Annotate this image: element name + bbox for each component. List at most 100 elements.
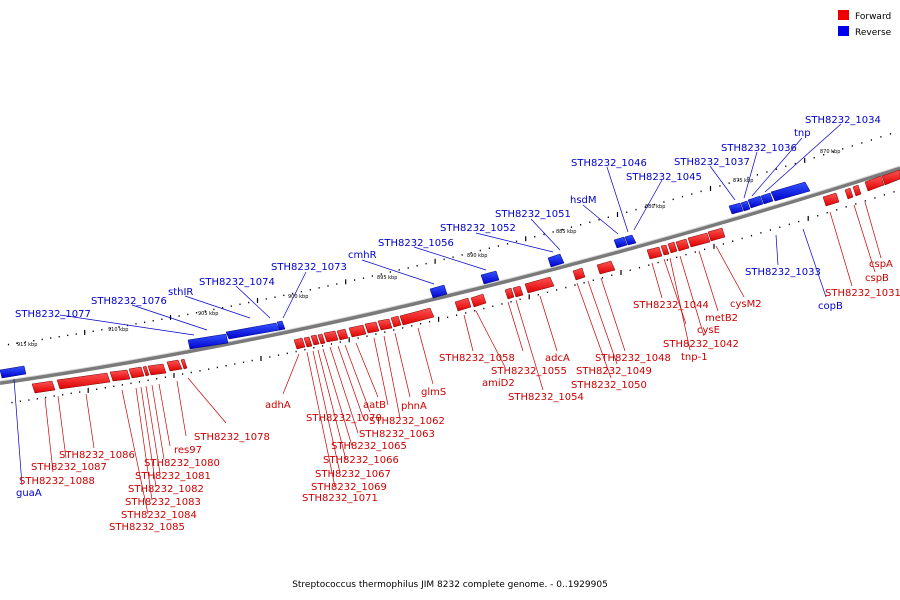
- gene-arrow-forward[interactable]: [377, 318, 393, 331]
- gene-arrow-reverse[interactable]: [187, 333, 229, 350]
- gene-arrow-reverse[interactable]: [740, 200, 751, 212]
- gene-arrow-reverse[interactable]: [429, 284, 448, 299]
- gene-label[interactable]: STH8232_1063: [359, 429, 435, 440]
- gene-label[interactable]: STH8232_1066: [323, 455, 399, 466]
- gene-arrow-reverse[interactable]: [747, 195, 764, 209]
- gene-arrow-forward[interactable]: [399, 307, 435, 326]
- gene-arrow-reverse[interactable]: [613, 236, 628, 249]
- gene-arrow-forward[interactable]: [364, 321, 380, 334]
- gene-label[interactable]: res97: [174, 445, 202, 456]
- gene-label[interactable]: STH8232_1067: [315, 469, 391, 480]
- gene-arrow-forward[interactable]: [687, 232, 711, 248]
- gene-arrow-reverse[interactable]: [276, 320, 286, 331]
- gene-label[interactable]: cysM2: [730, 299, 762, 310]
- gene-label[interactable]: adcA: [545, 353, 570, 364]
- gene-label[interactable]: STH8232_1077: [15, 309, 91, 320]
- gene-label[interactable]: STH8232_1069: [311, 482, 387, 493]
- gene-label[interactable]: phnA: [401, 401, 427, 412]
- gene-label[interactable]: STH8232_1082: [128, 484, 204, 495]
- gene-label[interactable]: glmS: [421, 387, 446, 398]
- gene-label[interactable]: STH8232_1046: [571, 158, 647, 169]
- gene-label[interactable]: aatB: [363, 400, 386, 411]
- gene-arrow-forward[interactable]: [881, 169, 900, 186]
- gene-label[interactable]: tnp-1: [681, 352, 708, 363]
- gene-label[interactable]: STH8232_1076: [91, 296, 167, 307]
- gene-arrow-forward[interactable]: [524, 276, 555, 294]
- gene-label[interactable]: STH8232_1070: [306, 413, 382, 424]
- gene-label[interactable]: STH8232_1078: [194, 432, 270, 443]
- gene-label[interactable]: cspA: [869, 259, 893, 270]
- gene-label[interactable]: STH8232_1074: [199, 277, 275, 288]
- gene-label[interactable]: tnp: [794, 128, 811, 139]
- gene-label[interactable]: cspB: [865, 273, 889, 284]
- gene-label[interactable]: STH8232_1065: [331, 441, 407, 452]
- gene-arrow-forward[interactable]: [470, 293, 487, 308]
- gene-arrow-reverse[interactable]: [624, 234, 637, 246]
- gene-label[interactable]: STH8232_1037: [674, 157, 750, 168]
- gene-label[interactable]: STH8232_1073: [271, 262, 347, 273]
- gene-label[interactable]: STH8232_1087: [31, 462, 107, 473]
- gene-arrow-forward[interactable]: [660, 244, 670, 256]
- gene-label[interactable]: STH8232_1049: [576, 366, 652, 377]
- gene-arrow-forward[interactable]: [310, 334, 320, 346]
- gene-arrow-forward[interactable]: [323, 330, 339, 343]
- gene-arrow-forward[interactable]: [317, 333, 326, 345]
- gene-arrow-forward[interactable]: [128, 366, 145, 379]
- gene-arrow-forward[interactable]: [596, 260, 616, 275]
- gene-label[interactable]: STH8232_1031: [825, 288, 900, 299]
- gene-label[interactable]: STH8232_1054: [508, 392, 584, 403]
- gene-label[interactable]: STH8232_1034: [805, 115, 881, 126]
- gene-label[interactable]: STH8232_1042: [663, 339, 739, 350]
- gene-arrow-forward[interactable]: [864, 175, 885, 192]
- gene-label[interactable]: STH8232_1088: [19, 476, 95, 487]
- gene-label[interactable]: STH8232_1081: [135, 471, 211, 482]
- gene-arrow-forward[interactable]: [336, 328, 349, 341]
- gene-label[interactable]: STH8232_1080: [144, 458, 220, 469]
- gene-arrow-forward[interactable]: [56, 372, 111, 390]
- gene-arrow-forward[interactable]: [109, 369, 131, 382]
- gene-arrow-reverse[interactable]: [760, 192, 774, 205]
- gene-arrow-forward[interactable]: [180, 358, 188, 370]
- gene-arrow-reverse[interactable]: [0, 365, 27, 379]
- gene-label[interactable]: STH8232_1084: [121, 510, 197, 521]
- gene-label[interactable]: amiD2: [482, 378, 515, 389]
- gene-arrow-forward[interactable]: [512, 285, 524, 298]
- gene-arrow-forward[interactable]: [572, 267, 586, 281]
- gene-arrow-forward[interactable]: [707, 227, 726, 242]
- gene-arrow-forward[interactable]: [348, 324, 367, 338]
- gene-label[interactable]: STH8232_1051: [495, 209, 571, 220]
- gene-arrow-reverse[interactable]: [728, 202, 744, 215]
- gene-arrow-forward[interactable]: [454, 297, 472, 312]
- gene-arrow-reverse[interactable]: [547, 253, 565, 268]
- gene-arrow-forward[interactable]: [142, 365, 150, 377]
- gene-label[interactable]: STH8232_1085: [109, 522, 185, 533]
- gene-arrow-forward[interactable]: [293, 337, 306, 350]
- gene-label[interactable]: metB2: [705, 313, 738, 324]
- gene-label[interactable]: STH8232_1056: [378, 238, 454, 249]
- gene-arrow-forward[interactable]: [31, 380, 56, 394]
- gene-arrow-forward[interactable]: [675, 238, 690, 252]
- gene-label[interactable]: copB: [818, 301, 843, 312]
- gene-label[interactable]: STH8232_1033: [745, 267, 821, 278]
- gene-label[interactable]: adhA: [265, 400, 291, 411]
- gene-label[interactable]: guaA: [16, 488, 42, 499]
- gene-label[interactable]: STH8232_1086: [59, 450, 135, 461]
- gene-label[interactable]: STH8232_1045: [626, 172, 702, 183]
- gene-label[interactable]: STH8232_1036: [721, 143, 797, 154]
- gene-label[interactable]: STH8232_1083: [125, 497, 201, 508]
- gene-arrow-forward[interactable]: [166, 359, 183, 372]
- gene-label[interactable]: cmhR: [348, 250, 377, 261]
- gene-label[interactable]: STH8232_1050: [571, 380, 647, 391]
- gene-label[interactable]: STH8232_1052: [440, 223, 516, 234]
- gene-arrow-reverse[interactable]: [770, 181, 811, 202]
- gene-arrow-forward[interactable]: [147, 363, 167, 376]
- gene-label[interactable]: cysE: [697, 325, 720, 336]
- gene-label[interactable]: sthIR: [168, 287, 193, 298]
- gene-arrow-forward[interactable]: [303, 336, 313, 348]
- gene-label[interactable]: STH8232_1071: [302, 493, 378, 504]
- gene-arrow-forward[interactable]: [504, 287, 515, 300]
- gene-label[interactable]: STH8232_1058: [439, 353, 515, 364]
- gene-arrow-forward[interactable]: [646, 246, 663, 260]
- gene-arrow-forward[interactable]: [390, 315, 402, 328]
- gene-label[interactable]: hsdM: [570, 195, 597, 206]
